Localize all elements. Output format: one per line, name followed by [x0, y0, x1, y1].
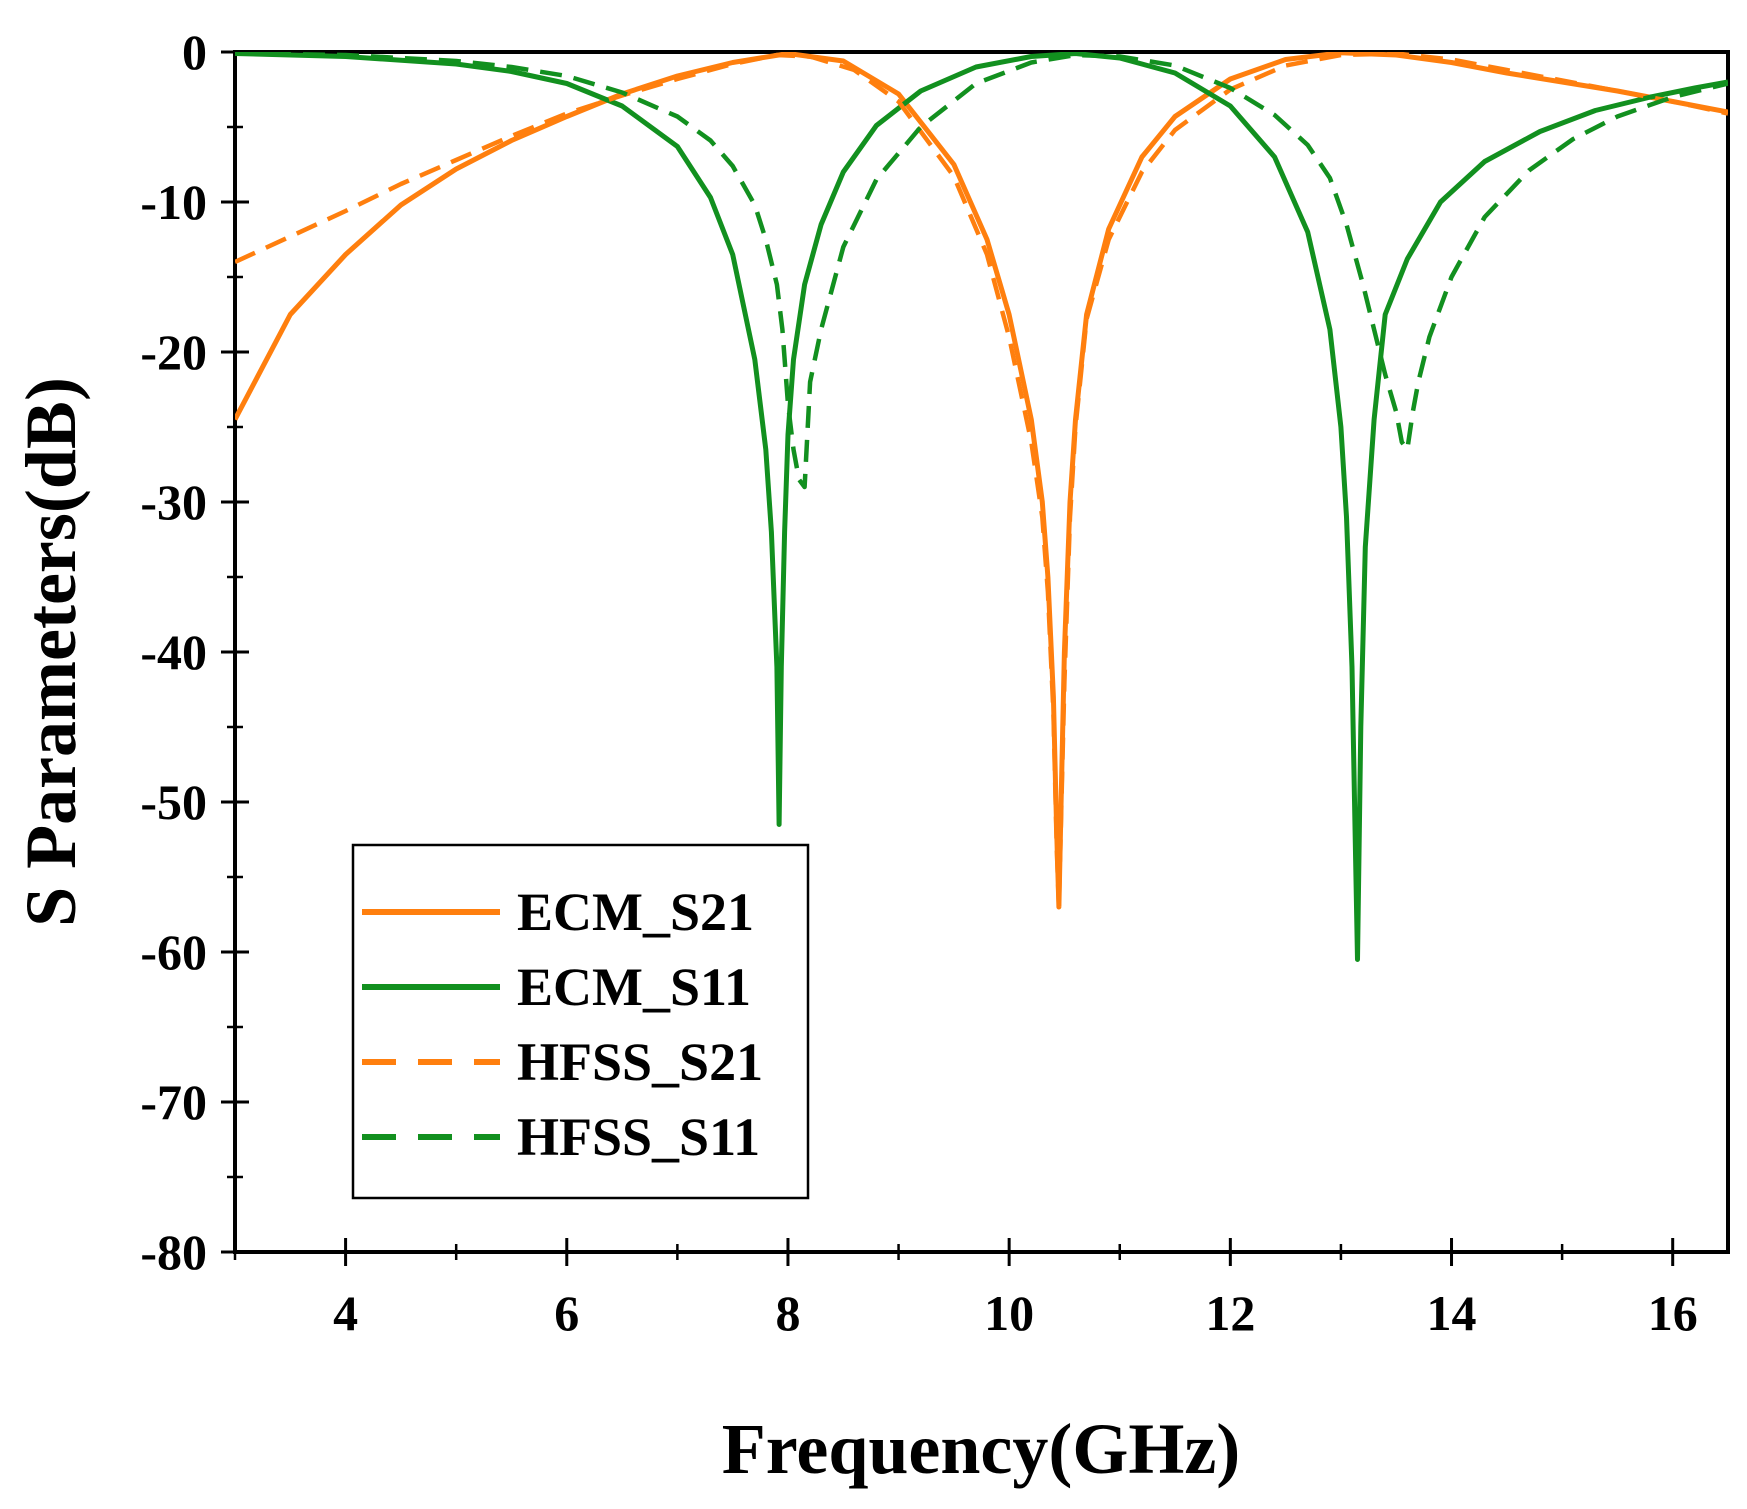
legend-label: HFSS_S21 — [517, 1032, 763, 1092]
y-tick-label: -30 — [140, 474, 207, 530]
axis-ticks — [221, 50, 1675, 1266]
y-tick-label: -60 — [140, 924, 207, 980]
y-tick-label: -70 — [140, 1074, 207, 1130]
x-tick-label: 4 — [333, 1285, 358, 1341]
y-tick-labels: 0 -10 -20 -30 -40 -50 -60 -70 -80 — [140, 24, 207, 1280]
series-line-ecm-s11 — [235, 52, 1728, 962]
series-line-hfss-s21 — [235, 52, 1728, 910]
y-tick-label: -50 — [140, 774, 207, 830]
legend-label: HFSS_S11 — [517, 1107, 760, 1167]
series-line-ecm-s21 — [235, 52, 1728, 910]
y-tick-label: -10 — [140, 174, 207, 230]
x-tick-label: 8 — [775, 1285, 800, 1341]
y-tick-label: -80 — [140, 1224, 207, 1280]
y-tick-label: -40 — [140, 624, 207, 680]
y-tick-label: -20 — [140, 324, 207, 380]
x-tick-labels: 4 6 8 10 12 14 16 — [333, 1285, 1698, 1341]
legend-label: ECM_S21 — [517, 882, 754, 942]
y-axis-title: S Parameters(dB) — [11, 377, 91, 927]
x-tick-label: 14 — [1427, 1285, 1477, 1341]
x-tick-label: 6 — [554, 1285, 579, 1341]
x-tick-label: 16 — [1648, 1285, 1698, 1341]
y-tick-label: 0 — [182, 24, 207, 80]
legend-label: ECM_S11 — [517, 957, 751, 1017]
x-axis-title: Frequency(GHz) — [722, 1409, 1241, 1489]
x-tick-label: 10 — [984, 1285, 1034, 1341]
x-tick-label: 12 — [1205, 1285, 1255, 1341]
series-line-hfss-s11 — [235, 52, 1728, 490]
legend: ECM_S21 ECM_S11 HFSS_S21 HFSS_S11 — [351, 843, 810, 1200]
data-series — [235, 52, 1728, 962]
